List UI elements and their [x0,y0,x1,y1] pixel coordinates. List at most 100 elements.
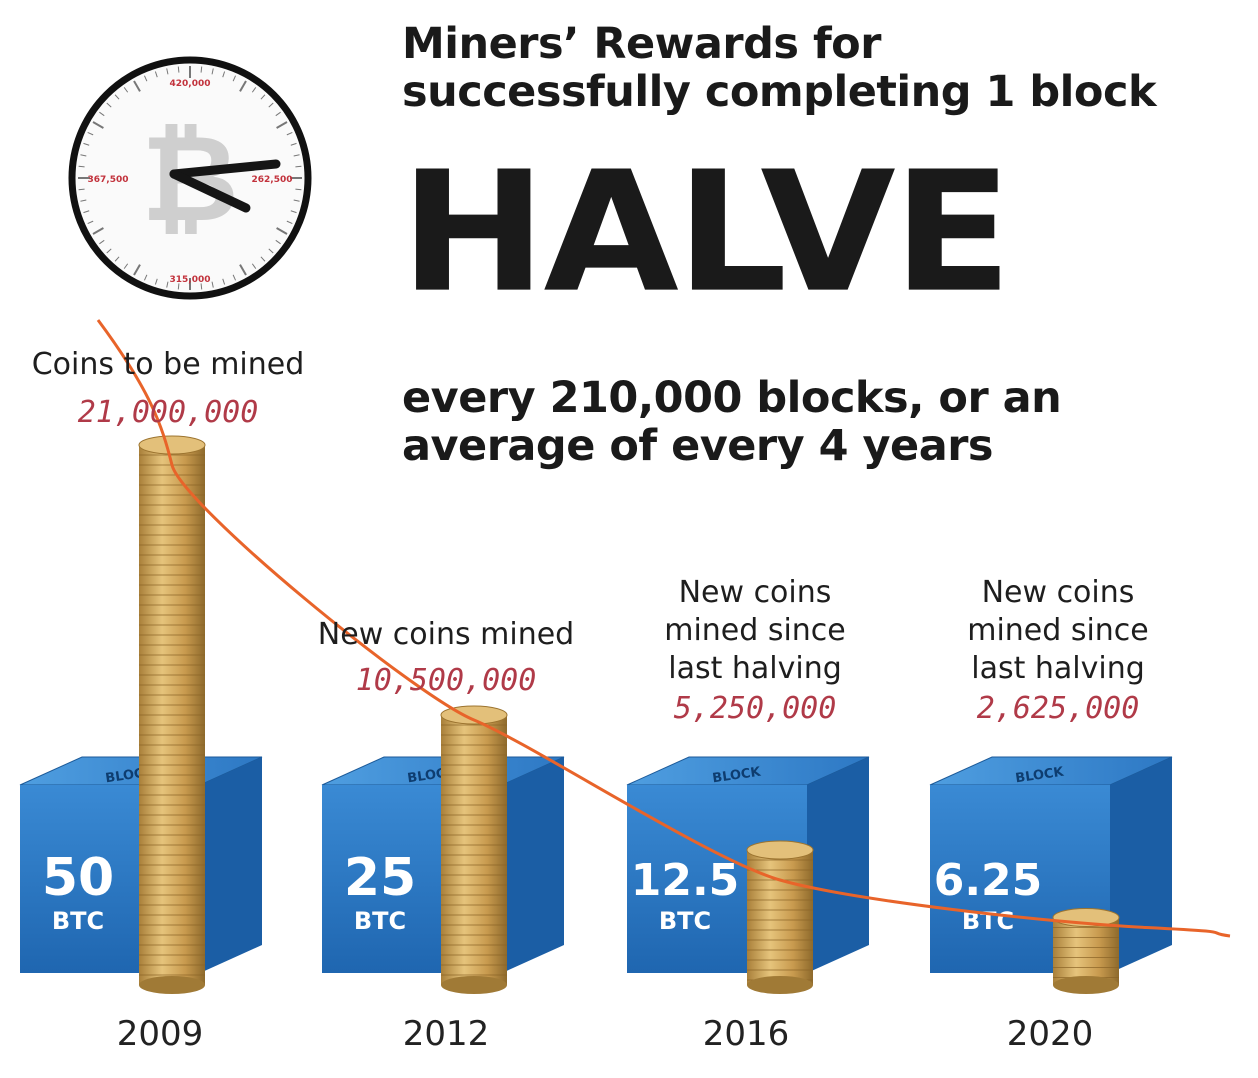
clock-tick [133,80,141,92]
clock-tick [143,274,148,281]
clock-tick [295,165,302,168]
clock-tick [232,274,237,281]
clock-tick [123,263,129,269]
clock-label: 315,000 [170,275,211,285]
clock-tick [290,142,297,146]
annotation-value: 10,500,000 [355,663,537,698]
coin-stack [1053,917,1119,985]
annotation-label: mined since [664,613,846,648]
clock-tick [133,264,141,276]
clock-tick [232,75,237,82]
clock-label: 420,000 [170,79,211,89]
clock-tick [200,66,203,73]
coin-top [138,435,206,455]
clock-tick [276,227,288,235]
headline-line-2: successfully completing 1 block [402,67,1157,117]
clock-minute-hand [169,169,251,213]
clock-tick [293,154,300,157]
clock-tick [268,102,274,108]
clock-tick [166,281,169,288]
clock-tick [239,264,247,276]
clock-tick [143,75,148,82]
clock-tick [154,278,158,285]
year-label: 2012 [402,1014,490,1054]
clock-tick [222,71,226,78]
annotation-2009: Coins to be mined 21,000,000 [0,346,338,432]
block-unit: BTC [52,907,104,935]
coin-bottom [441,976,507,994]
clock-tick [293,199,300,202]
clock-tick [275,111,281,117]
annotation-label: mined since [967,613,1149,648]
block-amount: 50 [42,848,114,908]
clock-tick [286,220,293,225]
annotation-2020: New coins mined since last halving 2,625,00… [888,574,1228,728]
headline-line-1: Miners’ Rewards for [402,19,881,69]
annotation-2012: New coins mined 10,500,000 [276,616,616,700]
clock-tick [154,71,158,78]
coin-stack [441,715,507,985]
halve-title: HALVE [400,136,1012,330]
block-amount: 12.5 [631,855,740,906]
block-unit: BTC [659,907,711,935]
year-label: 2009 [116,1014,204,1054]
clock-tick [200,283,203,290]
annotation-label: New coins [981,575,1135,610]
clock-tick [80,199,87,202]
block-amount: 25 [344,848,416,908]
clock-tick [99,239,105,245]
clock-tick [239,80,247,92]
subheadline: every 210,000 blocks, or an average of e… [402,374,1222,470]
clock-tick [114,256,120,262]
clock-tick [177,283,180,290]
clock-tick [286,131,293,136]
clock-tick [211,68,214,75]
annotation-value: 2,625,000 [976,691,1140,726]
annotation-label: New coins mined [317,617,575,652]
coin-bottom [1053,976,1119,994]
clock-tick [251,263,257,269]
clock-tick [106,248,112,254]
clock-tick [80,154,87,157]
annotation-label: New coins [678,575,832,610]
clock-label: 262,500 [252,175,293,185]
subheadline-line-1: every 210,000 blocks, or an [402,373,1062,423]
clock-tick [106,102,112,108]
block-side [200,757,262,973]
clock-tick [83,210,90,214]
year-label: 2020 [1006,1014,1094,1054]
clock-tick [99,111,105,117]
clock-tick [83,142,90,146]
block-amount: 6.25 [934,855,1043,906]
clock-tick [87,220,94,225]
annotation-label: last halving [668,651,842,686]
clock-hour-hand [169,159,281,179]
block-tag: BLOCK [1015,765,1066,787]
clock-tick [290,210,297,214]
clock-tick [114,94,120,100]
coin-bottom [747,976,813,994]
clock-tick [78,165,85,168]
clock-tick [166,68,169,75]
clock-tick [260,94,266,100]
annotation-2016: New coins mined since last halving 5,250,00… [585,574,925,728]
clock-tick [92,121,104,129]
clock-tick [78,188,85,191]
headline: Miners’ Rewards for successfully complet… [402,20,1222,116]
clock-tick [222,278,226,285]
clock-tick [275,239,281,245]
block-side [807,757,869,973]
clock-tick [268,248,274,254]
year-label: 2016 [702,1014,790,1054]
block-side [1110,757,1172,973]
clock-label: 367,500 [88,175,129,185]
annotation-value: 5,250,000 [673,691,837,726]
clock-tick [177,66,180,73]
clock-tick [211,281,214,288]
subheadline-line-2: average of every 4 years [402,421,994,471]
